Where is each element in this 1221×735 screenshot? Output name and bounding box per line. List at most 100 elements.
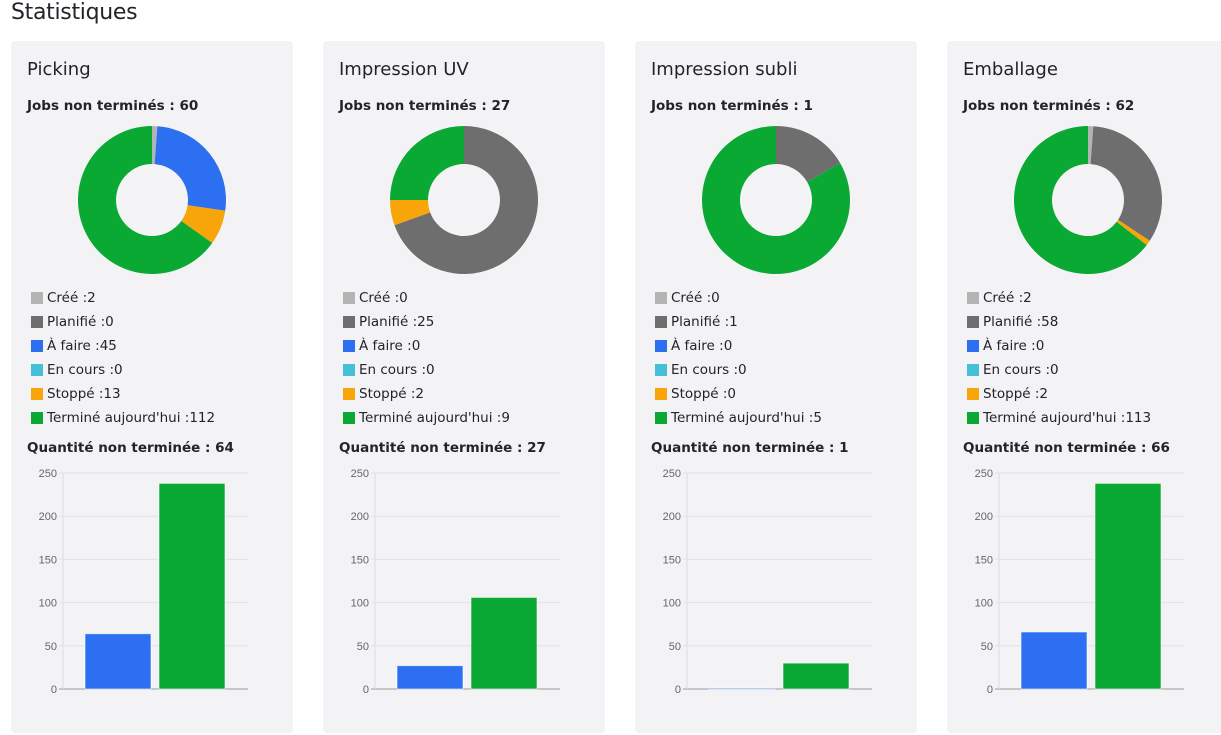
card-title: Emballage xyxy=(963,59,1058,80)
legend-item[interactable]: En cours : 0 xyxy=(31,358,215,382)
legend-item[interactable]: Créé : 0 xyxy=(655,286,822,310)
legend-label: À faire xyxy=(47,338,91,354)
legend-item[interactable]: Créé : 2 xyxy=(31,286,215,310)
legend-label: Terminé aujourd'hui xyxy=(671,410,805,426)
bar-chart: 0 50 100 150 200 250 xyxy=(663,468,872,696)
legend-count: 2 xyxy=(415,386,425,402)
y-tick-label: 200 xyxy=(351,511,369,523)
y-tick-label: 0 xyxy=(675,684,681,696)
jobs-open-label: Jobs non terminés : xyxy=(963,98,1116,114)
bar[interactable] xyxy=(158,482,226,690)
legend-item[interactable]: En cours : 0 xyxy=(967,358,1151,382)
legend-swatch xyxy=(31,340,43,352)
legend-swatch xyxy=(31,388,43,400)
legend-item[interactable]: À faire : 0 xyxy=(655,334,822,358)
legend-item[interactable]: Planifié : 25 xyxy=(343,310,510,334)
donut-slice[interactable] xyxy=(702,126,850,274)
legend-label: Planifié xyxy=(671,314,721,330)
legend-item[interactable]: Terminé aujourd'hui : 112 xyxy=(31,406,215,430)
y-tick-label: 50 xyxy=(357,641,369,653)
legend-item[interactable]: Planifié : 58 xyxy=(967,310,1151,334)
legend-item[interactable]: Stoppé : 0 xyxy=(655,382,822,406)
legend-item[interactable]: Planifié : 0 xyxy=(31,310,215,334)
legend-count: 0 xyxy=(114,362,123,378)
donut-slice[interactable] xyxy=(152,126,158,165)
legend-sep: : xyxy=(390,290,400,306)
legend-item[interactable]: Terminé aujourd'hui : 113 xyxy=(967,406,1151,430)
bar[interactable] xyxy=(708,687,776,690)
legend-count: 0 xyxy=(105,314,114,330)
legend-swatch xyxy=(343,340,355,352)
donut-slice[interactable] xyxy=(390,200,431,226)
legend-swatch xyxy=(31,364,43,376)
donut-slice[interactable] xyxy=(1116,219,1150,246)
legend-swatch xyxy=(343,364,355,376)
y-tick-label: 250 xyxy=(351,468,369,480)
donut-slice[interactable] xyxy=(181,205,226,244)
legend-item[interactable]: Stoppé : 2 xyxy=(343,382,510,406)
legend-sep: : xyxy=(94,386,104,402)
legend-label: En cours xyxy=(47,362,106,378)
y-tick-label: 100 xyxy=(39,598,57,610)
donut-slice[interactable] xyxy=(394,126,538,274)
y-tick-label: 150 xyxy=(39,554,57,566)
legend-count: 9 xyxy=(501,410,510,426)
page-title: Statistiques xyxy=(11,0,138,25)
bar[interactable] xyxy=(84,633,152,690)
legend-swatch xyxy=(31,316,43,328)
legend-count: 2 xyxy=(1039,386,1049,402)
legend-label: À faire xyxy=(359,338,403,354)
donut-slice[interactable] xyxy=(776,126,841,182)
legend-item[interactable]: Terminé aujourd'hui : 5 xyxy=(655,406,822,430)
legend-sep: : xyxy=(720,314,730,330)
donut-chart xyxy=(1014,126,1162,274)
donut-slice[interactable] xyxy=(154,126,226,211)
card-title: Picking xyxy=(27,59,91,80)
legend-swatch xyxy=(655,388,667,400)
bar[interactable] xyxy=(396,665,464,690)
donut-slice[interactable] xyxy=(1014,126,1147,274)
legend-label: Stoppé xyxy=(47,386,95,402)
quantity-open: Quantité non terminée : 66 xyxy=(963,440,1170,456)
bar[interactable] xyxy=(782,662,850,690)
legend-item[interactable]: Créé : 2 xyxy=(967,286,1151,310)
bar[interactable] xyxy=(470,596,538,690)
legend-swatch xyxy=(655,340,667,352)
card-title: Impression subli xyxy=(651,59,798,80)
quantity-open-value: 66 xyxy=(1151,440,1170,456)
legend-item[interactable]: Créé : 0 xyxy=(343,286,510,310)
bar[interactable] xyxy=(1020,631,1088,690)
legend-item[interactable]: À faire : 0 xyxy=(343,334,510,358)
legend-sep: : xyxy=(492,410,502,426)
quantity-open: Quantité non terminée : 27 xyxy=(339,440,546,456)
bar[interactable] xyxy=(1094,482,1162,690)
legend-item[interactable]: En cours : 0 xyxy=(343,358,510,382)
donut-slice[interactable] xyxy=(390,126,464,200)
bar-chart: 0 50 100 150 200 250 xyxy=(39,468,248,696)
y-tick-label: 50 xyxy=(45,641,57,653)
legend-item[interactable]: À faire : 0 xyxy=(967,334,1151,358)
legend-item[interactable]: Stoppé : 13 xyxy=(31,382,215,406)
quantity-open-value: 1 xyxy=(839,440,849,456)
legend-swatch xyxy=(967,292,979,304)
legend-item[interactable]: Terminé aujourd'hui : 9 xyxy=(343,406,510,430)
jobs-open-value: 62 xyxy=(1115,98,1135,114)
legend-swatch xyxy=(655,364,667,376)
stats-card: Impression UV Jobs non terminés : 27 Créé … xyxy=(323,41,605,733)
legend-item[interactable]: Planifié : 1 xyxy=(655,310,822,334)
legend-count: 1 xyxy=(729,314,738,330)
legend-item[interactable]: En cours : 0 xyxy=(655,358,822,382)
quantity-open-label: Quantité non terminée : xyxy=(651,440,840,456)
legend-sep: : xyxy=(702,290,712,306)
quantity-open-value: 64 xyxy=(215,440,234,456)
legend-sep: : xyxy=(1116,410,1126,426)
legend-item[interactable]: À faire : 45 xyxy=(31,334,215,358)
donut-slice[interactable] xyxy=(78,126,213,274)
legend-sep: : xyxy=(729,362,739,378)
legend-sep: : xyxy=(417,362,427,378)
legend-item[interactable]: Stoppé : 2 xyxy=(967,382,1151,406)
donut-slice[interactable] xyxy=(1090,126,1162,241)
donut-slice[interactable] xyxy=(1088,126,1094,165)
